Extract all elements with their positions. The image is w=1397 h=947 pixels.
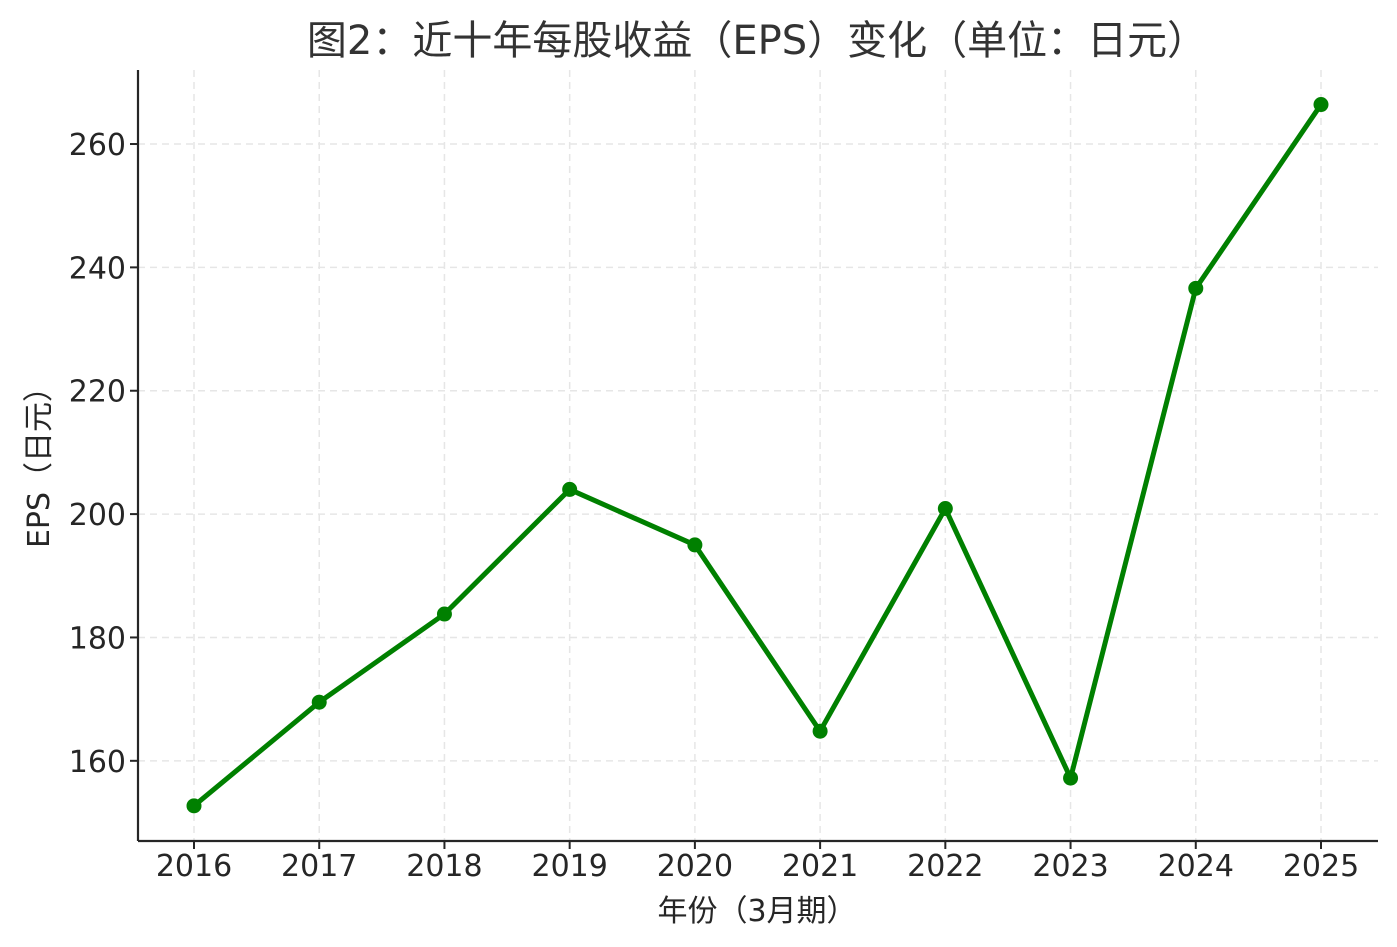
data-point [1188, 281, 1203, 296]
data-point [187, 798, 202, 813]
y-tick-label: 200 [69, 498, 126, 533]
axes [138, 70, 1378, 841]
data-point [562, 482, 577, 497]
data-point [312, 695, 327, 710]
x-tick-label: 2022 [907, 849, 983, 884]
x-tick-label: 2016 [156, 849, 232, 884]
x-tick-label: 2021 [782, 849, 858, 884]
x-axis-ticks: 2016 2017 2018 2019 2020 2021 2022 2023 2024 2025 [156, 841, 1359, 884]
y-tick-label: 160 [69, 745, 126, 780]
chart-title: 图2：近十年每股收益（EPS）变化（单位：日元） [307, 18, 1207, 64]
x-tick-label: 2019 [531, 849, 607, 884]
x-tick-label: 2024 [1158, 849, 1234, 884]
data-point [813, 724, 828, 739]
x-tick-label: 2025 [1283, 849, 1359, 884]
x-tick-label: 2018 [406, 849, 482, 884]
data-point [687, 537, 702, 552]
data-point [1314, 97, 1329, 112]
y-tick-label: 240 [69, 251, 126, 286]
x-tick-label: 2020 [657, 849, 733, 884]
x-axis-label: 年份（3月期） [657, 894, 856, 929]
y-tick-label: 220 [69, 375, 126, 410]
x-tick-label: 2017 [281, 849, 357, 884]
y-tick-label: 180 [69, 621, 126, 656]
grid [138, 70, 1378, 841]
data-point [938, 501, 953, 516]
data-point [437, 607, 452, 622]
y-axis-ticks: 160 180 200 220 240 260 [69, 128, 138, 780]
series-line [194, 105, 1321, 806]
y-axis-label: EPS（日元） [22, 372, 57, 548]
data-point [1063, 771, 1078, 786]
y-tick-label: 260 [69, 128, 126, 163]
eps-series [187, 97, 1329, 813]
x-tick-label: 2023 [1032, 849, 1108, 884]
